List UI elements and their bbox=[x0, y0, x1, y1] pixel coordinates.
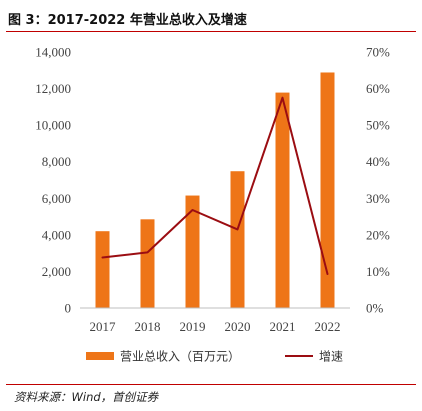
right-tick-label: 50% bbox=[366, 118, 390, 133]
x-tick-label: 2022 bbox=[315, 319, 341, 334]
left-tick-label: 14,000 bbox=[35, 45, 71, 60]
left-tick-label: 0 bbox=[65, 301, 72, 316]
x-tick-label: 2020 bbox=[225, 319, 251, 334]
right-tick-label: 20% bbox=[366, 227, 390, 242]
left-tick-label: 2,000 bbox=[42, 264, 71, 279]
revenue-growth-chart: 02,0004,0006,0008,00010,00012,00014,000 … bbox=[35, 45, 390, 364]
x-axis-ticks: 2017 2018 2019 2020 2021 2022 bbox=[90, 319, 341, 334]
left-tick-label: 6,000 bbox=[42, 191, 71, 206]
right-tick-label: 40% bbox=[366, 154, 390, 169]
x-tick-label: 2019 bbox=[180, 319, 206, 334]
bar-2021 bbox=[275, 92, 290, 308]
right-tick-label: 0% bbox=[366, 301, 384, 316]
legend-bar-swatch bbox=[86, 352, 114, 360]
bar-2017 bbox=[95, 231, 110, 308]
left-axis-ticks: 0 2,000 4,000 6,000 8,000 10,000 12,000 14,000 bbox=[35, 45, 71, 316]
left-tick-label: 4,000 bbox=[42, 227, 71, 242]
growth-line-layer bbox=[101, 96, 329, 275]
right-tick-label: 10% bbox=[366, 264, 390, 279]
left-tick-label: 8,000 bbox=[42, 154, 71, 169]
right-axis-ticks: 0% 10% 20% 30% 40% 50% 60% 70% bbox=[366, 45, 390, 316]
legend: 营业总收入（百万元） 增速 bbox=[86, 350, 343, 364]
revenue-bars bbox=[95, 72, 335, 308]
bar-2018 bbox=[140, 219, 155, 308]
right-tick-label: 30% bbox=[366, 191, 390, 206]
bar-2020 bbox=[230, 171, 245, 308]
right-tick-label: 60% bbox=[366, 81, 390, 96]
left-tick-label: 12,000 bbox=[35, 81, 71, 96]
legend-line-label: 增速 bbox=[319, 350, 343, 364]
right-tick-label: 70% bbox=[366, 45, 390, 60]
legend-bar-label: 营业总收入（百万元） bbox=[120, 350, 240, 364]
growth-line bbox=[101, 96, 329, 275]
source-divider bbox=[6, 384, 416, 385]
bar-2022 bbox=[320, 72, 335, 308]
x-tick-label: 2021 bbox=[270, 319, 296, 334]
left-tick-label: 10,000 bbox=[35, 118, 71, 133]
x-tick-label: 2018 bbox=[135, 319, 161, 334]
source-note: 资料来源：Wind，首创证券 bbox=[14, 390, 159, 404]
figure-title: 图 3：2017-2022 年营业总收入及增速 bbox=[8, 13, 247, 28]
x-tick-label: 2017 bbox=[90, 319, 117, 334]
title-divider bbox=[6, 31, 416, 32]
bar-2019 bbox=[185, 195, 200, 308]
